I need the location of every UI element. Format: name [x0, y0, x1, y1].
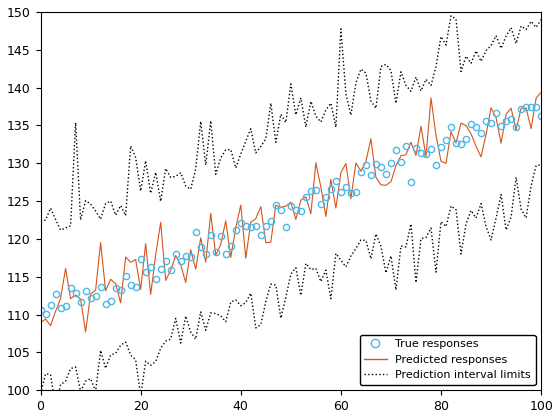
Legend: True responses, Predicted responses, Prediction interval limits: True responses, Predicted responses, Pre…: [360, 335, 535, 385]
